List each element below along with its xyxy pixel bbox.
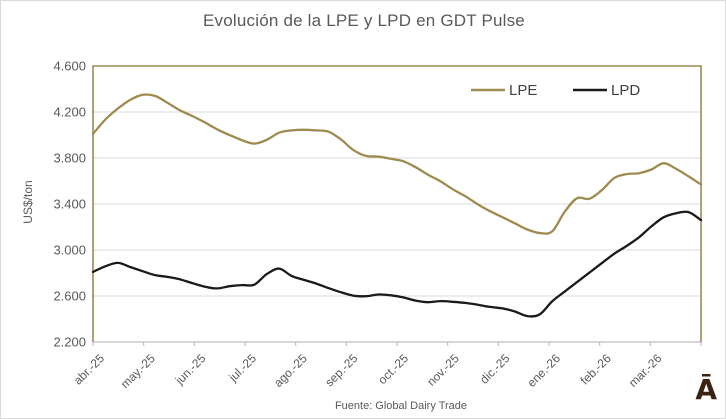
legend-label-lpd: LPD bbox=[611, 82, 640, 99]
y-tick-label: 2.200 bbox=[53, 335, 86, 350]
y-tick-label: 3.400 bbox=[53, 197, 86, 212]
brand-logo: Ā bbox=[695, 373, 717, 406]
y-tick-label: 4.600 bbox=[53, 59, 86, 74]
x-tick-label: jul.-25 bbox=[225, 351, 259, 385]
x-tick-label: oct.-25 bbox=[375, 351, 411, 387]
x-tick-label: ago.-25 bbox=[271, 351, 310, 390]
x-tick-label: dic.-25 bbox=[477, 351, 513, 387]
series-line-lpe bbox=[91, 93, 703, 235]
x-tick-label: ene.-26 bbox=[524, 351, 563, 390]
chart-title: Evolución de la LPE y LPD en GDT Pulse bbox=[203, 11, 525, 30]
y-tick-label: 2.600 bbox=[53, 289, 86, 304]
y-tick-label: 3.000 bbox=[53, 243, 86, 258]
x-tick-label: sep.-25 bbox=[322, 351, 360, 389]
series-line-lpd bbox=[91, 210, 703, 318]
legend-label-lpe: LPE bbox=[509, 82, 537, 99]
plot-border bbox=[92, 65, 702, 342]
y-tick-label: 4.200 bbox=[53, 105, 86, 120]
y-tick-label: 3.800 bbox=[53, 151, 86, 166]
source-note: Fuente: Global Dairy Trade bbox=[334, 400, 468, 412]
x-tick-label: may.-25 bbox=[118, 351, 158, 391]
x-tick-label: nov.-25 bbox=[424, 351, 462, 389]
x-tick-label: jun.-25 bbox=[172, 351, 209, 388]
x-tick-label: abr.-25 bbox=[71, 351, 108, 388]
x-tick-label: feb.-26 bbox=[577, 351, 614, 388]
x-tick-label: mar.-26 bbox=[626, 351, 665, 390]
